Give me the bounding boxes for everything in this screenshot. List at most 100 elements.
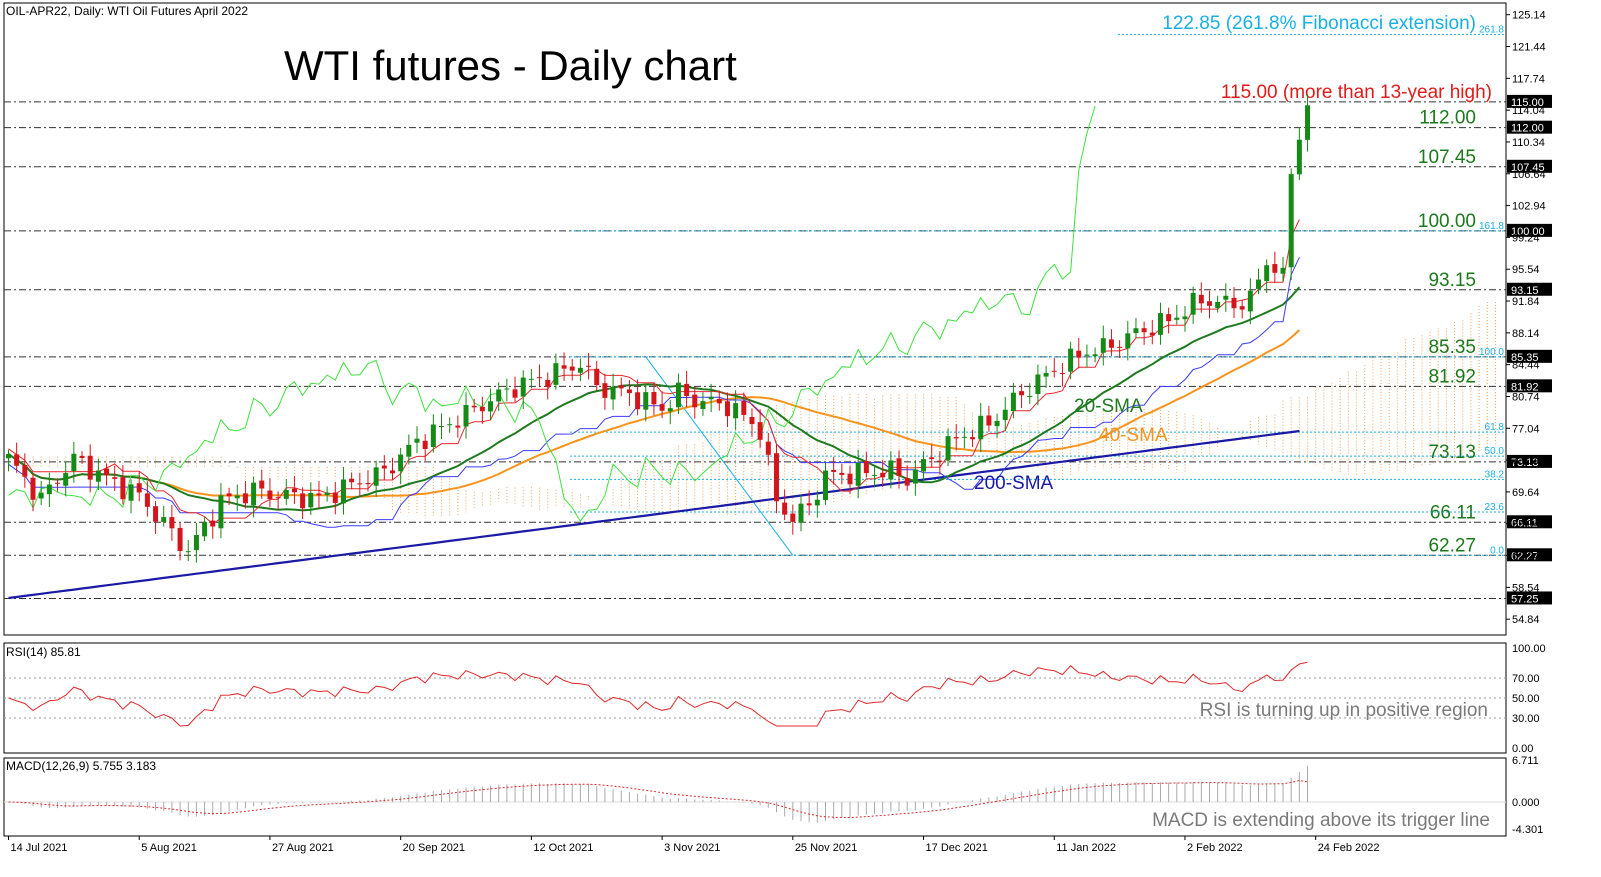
bull-candle — [994, 420, 1000, 427]
price-tick: 88.14 — [1512, 328, 1540, 340]
bull-candle — [1035, 374, 1041, 395]
price-tick: 91.84 — [1512, 296, 1540, 308]
bear-candle — [136, 483, 142, 493]
bear-candle — [626, 389, 632, 394]
bear-candle — [1166, 314, 1172, 322]
bear-candle — [1051, 370, 1057, 372]
bear-candle — [349, 478, 355, 483]
bear-candle — [880, 472, 886, 478]
time-tick: 27 Aug 2021 — [272, 842, 334, 854]
fib-label: 23.6 — [1485, 502, 1505, 513]
fib-label: 261.8 — [1479, 24, 1504, 35]
level-tag: 73.13 — [1511, 457, 1539, 469]
time-tick: 2 Feb 2022 — [1187, 842, 1243, 854]
bull-candle — [708, 396, 714, 400]
bear-candle — [1117, 346, 1123, 348]
bear-candle — [30, 477, 36, 500]
sma200-line — [8, 429, 1300, 600]
level-tag: 93.15 — [1511, 285, 1539, 297]
fib-label: 50.0 — [1485, 446, 1505, 457]
bull-candle — [1043, 372, 1049, 377]
bull-candle — [1247, 290, 1253, 312]
bull-candle — [1296, 139, 1302, 175]
macd-tick: 6.711 — [1512, 755, 1539, 767]
bull-candle — [71, 453, 77, 471]
bear-candle — [569, 366, 575, 371]
bull-candle — [38, 492, 44, 499]
bull-candle — [1133, 328, 1139, 334]
bear-candle — [1019, 391, 1025, 396]
bull-candle — [675, 382, 681, 408]
bear-candle — [1141, 328, 1147, 333]
bear-candle — [618, 385, 624, 389]
level-tag-bg — [1507, 282, 1552, 296]
bull-candle — [46, 484, 52, 495]
bear-candle — [479, 406, 485, 412]
bear-candle — [1206, 301, 1212, 306]
bull-candle — [63, 473, 69, 486]
price-tick: 84.44 — [1512, 360, 1540, 372]
bear-candle — [389, 470, 395, 474]
level-tag: 107.45 — [1511, 162, 1545, 174]
bull-candle — [528, 378, 534, 380]
bear-candle — [1198, 294, 1204, 304]
time-tick: 3 Nov 2021 — [664, 842, 720, 854]
bear-candle — [986, 415, 992, 426]
bull-candle — [439, 426, 445, 428]
bull-candle — [1280, 267, 1286, 274]
bull-candle — [855, 462, 861, 486]
bull-candle — [324, 492, 330, 496]
price-tick: 114.04 — [1512, 105, 1545, 117]
fib-extension-label: 122.85 (261.8% Fibonacci extension) — [1162, 13, 1476, 34]
bull-candle — [161, 517, 167, 522]
bear-candle — [773, 453, 779, 502]
bear-candle — [757, 422, 763, 440]
price-tick: 106.64 — [1512, 169, 1546, 181]
bear-candle — [594, 368, 600, 386]
bear-candle — [1076, 350, 1082, 358]
bull-candle — [488, 401, 494, 412]
bear-candle — [863, 460, 869, 474]
bear-candle — [1231, 297, 1237, 309]
bull-candle — [218, 495, 224, 529]
bear-candle — [316, 493, 322, 496]
chart-title: WTI futures - Daily chart — [284, 42, 737, 89]
bull-candle — [700, 401, 706, 410]
bull-candle — [185, 551, 191, 553]
bear-candle — [153, 506, 159, 522]
bear-candle — [1239, 306, 1245, 310]
bear-candle — [659, 404, 665, 411]
rsi-tick: 70.00 — [1512, 673, 1540, 685]
level-tag-bg — [1507, 94, 1552, 108]
level-tag-bg — [1507, 120, 1552, 134]
rsi-annotation: RSI is turning up in positive region — [1200, 700, 1488, 721]
bear-candle — [79, 455, 85, 458]
macd-signal-line — [8, 779, 1308, 819]
bull-candle — [798, 503, 804, 523]
bear-candle — [512, 389, 518, 398]
bull-candle — [1215, 301, 1221, 309]
bear-candle — [112, 477, 118, 479]
level-label: 112.00 — [1419, 108, 1476, 129]
level-label: 66.11 — [1430, 502, 1476, 523]
fib-swing — [645, 356, 794, 556]
bear-candle — [953, 437, 959, 439]
bear-candle — [684, 383, 690, 397]
time-tick: 14 Jul 2021 — [11, 842, 68, 854]
bear-candle — [381, 465, 387, 469]
bear-candle — [937, 460, 943, 462]
time-tick: 12 Oct 2021 — [533, 842, 593, 854]
bear-candle — [1272, 264, 1278, 273]
bull-candle — [1068, 348, 1074, 372]
bull-candle — [978, 415, 984, 440]
level-tag-bg — [1507, 454, 1552, 468]
price-tick: 102.94 — [1512, 201, 1546, 213]
bull-candle — [447, 424, 453, 426]
price-tick: 117.74 — [1512, 73, 1545, 85]
bear-candle — [545, 379, 551, 387]
bear-candle — [904, 478, 910, 486]
level-tag-bg — [1507, 379, 1552, 393]
bull-candle — [921, 459, 927, 472]
